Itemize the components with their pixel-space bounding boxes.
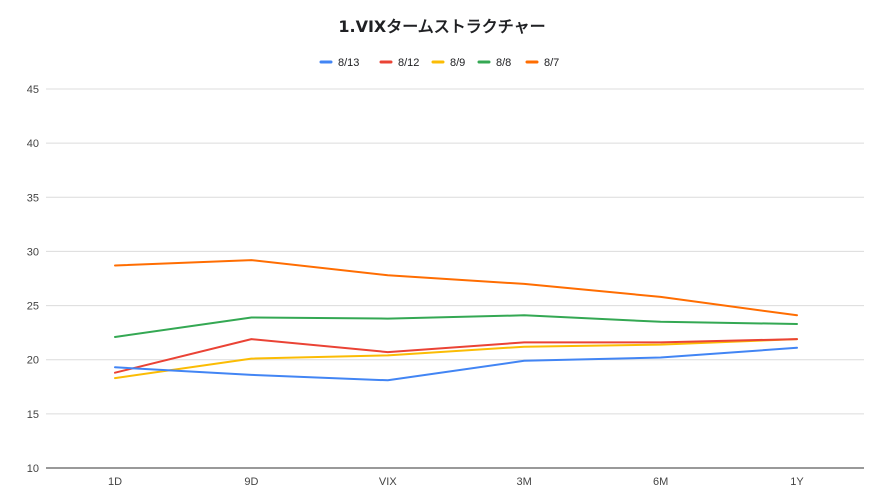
y-tick-label: 30: [27, 246, 39, 258]
legend: 8/13 8/12 8/9 8/8 8/7: [319, 57, 559, 69]
y-tick-label: 20: [27, 355, 39, 367]
series-lines: [114, 259, 798, 382]
y-tick-label: 25: [27, 301, 39, 313]
legend-label: 8/13: [338, 57, 359, 69]
y-tick-label: 15: [27, 409, 39, 421]
series-line-8-12: [114, 338, 798, 374]
y-axis: 10 15 20 25 30 35 40 45: [27, 84, 39, 475]
series-line-8-8: [114, 314, 798, 338]
y-tick-label: 40: [27, 138, 39, 150]
series-line-8-13: [114, 346, 798, 382]
x-tick-label: 9D: [244, 476, 258, 488]
y-tick-label: 45: [27, 84, 39, 96]
y-tick-label: 35: [27, 192, 39, 204]
x-tick-label: 1D: [108, 476, 122, 488]
x-tick-label: 1Y: [790, 476, 804, 488]
series-line-8-7: [114, 259, 798, 317]
series-line-8-9: [114, 338, 798, 380]
x-axis: 1D 9D VIX 3M 6M 1Y: [108, 476, 804, 488]
legend-label: 8/12: [398, 57, 419, 69]
legend-label: 8/9: [450, 57, 465, 69]
y-tick-label: 10: [27, 463, 39, 475]
x-tick-label: VIX: [379, 476, 397, 488]
legend-label: 8/8: [496, 57, 511, 69]
legend-label: 8/7: [544, 57, 559, 69]
grid-lines: [46, 88, 864, 469]
x-tick-label: 6M: [653, 476, 668, 488]
x-tick-label: 3M: [517, 476, 532, 488]
chart-title: 1.VIXタームストラクチャー: [338, 17, 545, 36]
